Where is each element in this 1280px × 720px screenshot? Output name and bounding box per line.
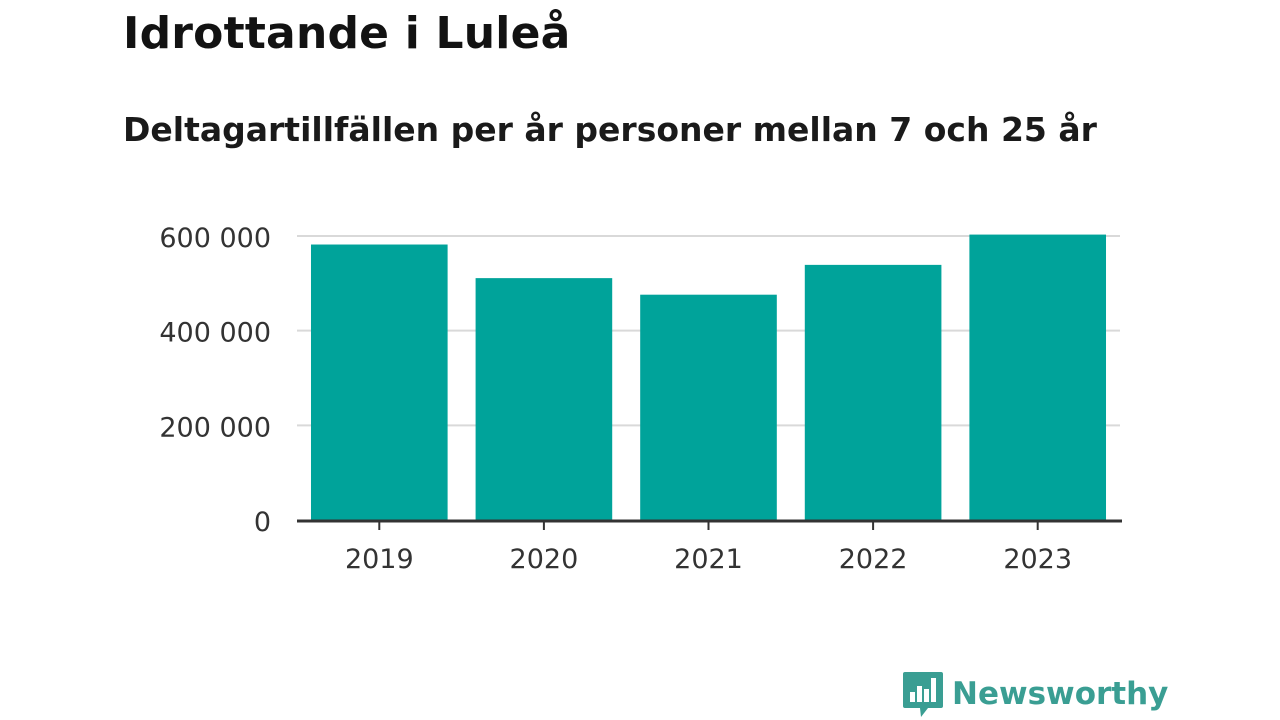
x-tick-label: 2020 [510, 544, 579, 575]
y-tick-label: 400 000 [159, 318, 271, 349]
bar-2019 [310, 244, 448, 520]
bar-2021 [640, 294, 777, 520]
chart-title: Idrottande i Luleå [123, 8, 571, 59]
bar-2022 [804, 264, 942, 520]
bar-chart: 0 200 000 400 000 600 000 2019 2020 2021 2022 20… [159, 223, 1122, 575]
x-tick-label: 2019 [345, 544, 414, 575]
x-tick-label: 2021 [674, 544, 743, 575]
brand-name: Newsworthy [952, 676, 1169, 712]
y-tick-label: 200 000 [159, 412, 271, 443]
bar-2023 [969, 234, 1107, 520]
bar-2020 [475, 278, 613, 520]
x-tick-label: 2023 [1003, 544, 1072, 575]
y-tick-label: 0 [254, 507, 271, 538]
chart-subtitle: Deltagartillfällen per år personer mella… [123, 110, 1097, 149]
y-tick-label: 600 000 [159, 223, 271, 254]
newsworthy-brand: Newsworthy [902, 670, 1168, 718]
newsworthy-logo-icon [903, 672, 943, 717]
x-tick-label: 2022 [839, 544, 908, 575]
